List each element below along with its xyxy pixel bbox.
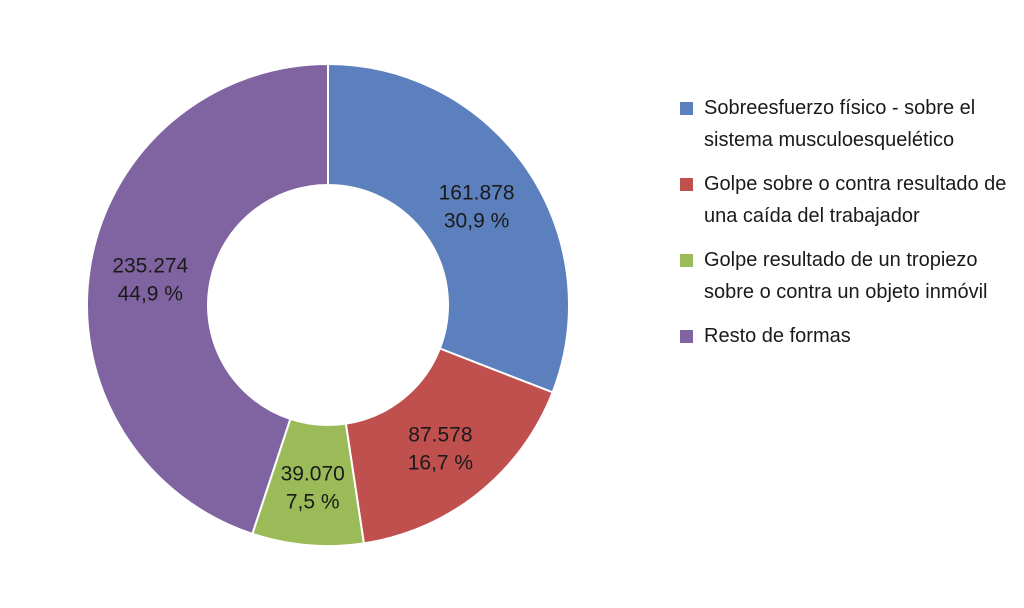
slice-value-caida: 87.578 xyxy=(408,424,472,447)
legend-swatch-caida xyxy=(680,178,693,191)
legend-item-caida: Golpe sobre o contra resultado de una ca… xyxy=(680,168,1010,232)
legend-label-tropiezo: Golpe resultado de un tropiezo sobre o c… xyxy=(704,249,988,303)
slice-resto xyxy=(86,62,329,536)
slice-percent-sobreesfuerzo: 30,9 % xyxy=(444,209,509,232)
legend-item-sobreesfuerzo: Sobreesfuerzo físico - sobre el sistema … xyxy=(680,92,1010,156)
slice-percent-resto: 44,9 % xyxy=(118,282,183,305)
slice-labels: 161.878 30,9 % 87.578 16,7 % 39.070 7,5 % 235.… xyxy=(112,181,514,513)
chart-legend: Sobreesfuerzo físico - sobre el sistema … xyxy=(680,92,1010,364)
legend-item-resto: Resto de formas xyxy=(680,320,1010,352)
donut-slices xyxy=(86,62,570,547)
slice-label-resto: 235.274 44,9 % xyxy=(112,254,188,305)
slice-percent-tropiezo: 7,5 % xyxy=(286,490,340,513)
legend-label-caida: Golpe sobre o contra resultado de una ca… xyxy=(704,173,1007,227)
legend-swatch-sobreesfuerzo xyxy=(680,102,693,115)
slice-value-sobreesfuerzo: 161.878 xyxy=(439,181,515,204)
legend-swatch-resto xyxy=(680,330,693,343)
slice-caida xyxy=(344,347,554,545)
legend-label-sobreesfuerzo: Sobreesfuerzo físico - sobre el sistema … xyxy=(704,97,976,151)
legend-swatch-tropiezo xyxy=(680,254,693,267)
slice-value-resto: 235.274 xyxy=(112,254,188,277)
slice-sobreesfuerzo xyxy=(327,62,570,394)
slice-label-tropiezo: 39.070 7,5 % xyxy=(281,462,345,513)
slice-value-tropiezo: 39.070 xyxy=(281,462,345,485)
slice-label-caida: 87.578 16,7 % xyxy=(408,424,473,475)
legend-label-resto: Resto de formas xyxy=(704,325,851,347)
slice-label-sobreesfuerzo: 161.878 30,9 % xyxy=(439,181,515,232)
legend-item-tropiezo: Golpe resultado de un tropiezo sobre o c… xyxy=(680,244,1010,308)
slice-percent-caida: 16,7 % xyxy=(408,452,473,475)
